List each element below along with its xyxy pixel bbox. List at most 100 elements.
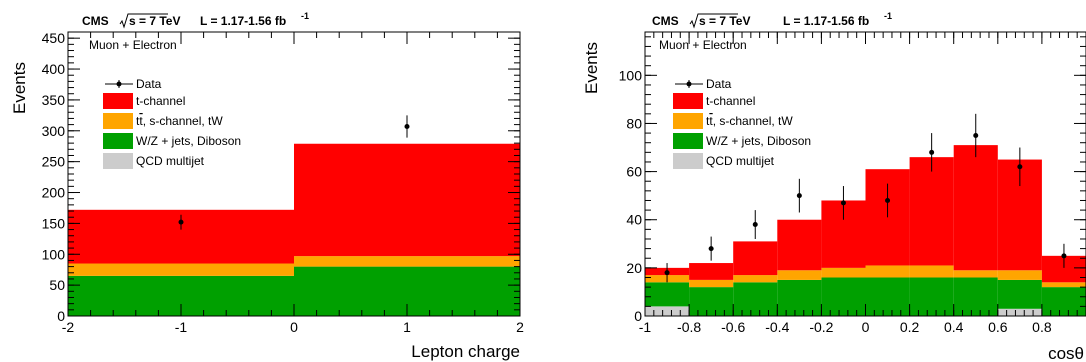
lumi-label: L = 1.17-1.56 fb	[783, 14, 869, 28]
bar-segment	[953, 277, 998, 316]
bar-segment	[909, 277, 954, 316]
bar-segment	[865, 277, 910, 316]
legend-swatch	[673, 153, 703, 169]
sqrt-symbol	[689, 13, 738, 29]
legend-swatch	[673, 93, 703, 109]
bar-segment	[777, 219, 822, 271]
x-tick-label: 2	[516, 319, 524, 335]
y-tick-label: 450	[42, 30, 66, 46]
y-tick-label: 80	[626, 115, 642, 131]
x-tick-label: 1	[403, 319, 411, 335]
legend-label-tchannel: t-channel	[706, 94, 755, 108]
y-tick-label: 100	[619, 67, 643, 83]
y-tick-label: 0	[57, 308, 65, 324]
legend-label-data: Data	[706, 77, 732, 91]
legend-label-data: Data	[136, 77, 162, 91]
bar-segment	[953, 145, 998, 271]
data-point	[404, 123, 410, 129]
bar-segment	[909, 157, 954, 266]
x-tick-label: -0.4	[765, 319, 789, 335]
data-points	[178, 115, 410, 230]
lumi-unit-sup: -1	[301, 11, 309, 21]
cms-label: CMS	[652, 14, 679, 28]
bar-segment	[294, 256, 520, 267]
legend-swatch	[103, 133, 133, 149]
stacked-bars	[68, 143, 520, 316]
x-tick-label: 0	[862, 319, 870, 335]
bar-segment	[733, 275, 778, 283]
plot-frame: 0 50 100 150 200 250 300 350 400 450 -2 -1 0 1 2	[42, 30, 524, 335]
x-tick-label: 0	[290, 319, 298, 335]
cms-header-left: CMS s = 7 TeV L = 1.17-1.56 fb -1	[82, 11, 309, 29]
data-points	[664, 113, 1067, 283]
energy-label: s = 7 TeV	[129, 14, 180, 28]
y-tick-label: 250	[42, 154, 66, 170]
data-point	[752, 222, 758, 228]
y-tick-label: 40	[626, 212, 642, 228]
legend-label-wz: W/Z + jets, Diboson	[706, 134, 811, 148]
data-point	[708, 246, 714, 252]
y-tick-label: 300	[42, 123, 66, 139]
x-tick-label: -0.2	[809, 319, 833, 335]
legend-ttbar-bar: t	[709, 114, 713, 128]
bar-segment	[865, 265, 910, 278]
x-tick-label: -0.6	[721, 319, 745, 335]
legend: Data t-channel tt, s-channel, tW W/Z + jets…	[673, 77, 811, 169]
bar-segment	[997, 270, 1042, 280]
sample-label: Muon + Electron	[659, 38, 747, 52]
bar-segment	[953, 270, 998, 278]
legend-swatch	[673, 133, 703, 149]
bar-segment	[645, 282, 690, 307]
legend-label-tchannel: t-channel	[136, 94, 185, 108]
y-tick-label: 100	[42, 246, 66, 262]
lepton-charge-chart: CMS s = 7 TeV L = 1.17-1.56 fb -1 Muon +…	[10, 11, 524, 361]
lumi-unit-sup: -1	[884, 11, 892, 21]
legend-label-ttbar: tt, s-channel, tW	[136, 114, 223, 128]
x-tick-label: 0.8	[1032, 319, 1052, 335]
y-tick-label: 60	[626, 164, 642, 180]
data-point	[796, 193, 802, 199]
data-point	[178, 219, 184, 225]
bar-segment	[733, 282, 778, 316]
x-tick-label: 0.6	[988, 319, 1008, 335]
legend-data-marker	[686, 81, 692, 87]
legend-swatch	[103, 93, 133, 109]
y-tick-label: 400	[42, 61, 66, 77]
bar-segment	[68, 263, 294, 276]
cms-label: CMS	[82, 14, 109, 28]
legend-ttbar-bar: t	[139, 114, 143, 128]
y-tick-label: 200	[42, 185, 66, 201]
bar-segment	[997, 279, 1042, 309]
x-tick-label: -1	[175, 319, 188, 335]
bar-segment	[777, 279, 822, 316]
legend-swatch	[103, 153, 133, 169]
bar-segment	[689, 287, 734, 316]
bar-segment	[821, 267, 866, 278]
stacked-bars	[645, 145, 1086, 316]
data-point	[929, 149, 935, 155]
y-tick-label: 20	[626, 260, 642, 276]
bar-segment	[294, 143, 520, 257]
data-point	[840, 200, 846, 206]
legend: Data t-channel tt, s-channel, tW W/Z + jets…	[103, 77, 241, 169]
data-point	[1061, 253, 1067, 259]
plot-frame: 0 20 40 60 80 100 -1 -0.8 -0.6 -0.4 -0.2 0 0.2 0.4 0.6…	[619, 31, 1086, 335]
bar-segment	[689, 263, 734, 280]
legend-label-wz: W/Z + jets, Diboson	[136, 134, 241, 148]
cos-theta-chart: CMS s = 7 TeV L = 1.17-1.56 fb -1 Muon +…	[582, 11, 1086, 362]
legend-label-ttbar: tt, s-channel, tW	[706, 114, 793, 128]
x-axis-title: cosθ	[1048, 344, 1084, 362]
x-tick-label: -0.8	[677, 319, 701, 335]
lumi-label: L = 1.17-1.56 fb	[200, 14, 286, 28]
sample-label: Muon + Electron	[89, 38, 177, 52]
legend-label-qcd: QCD multijet	[706, 154, 775, 168]
bar-segment	[733, 241, 778, 276]
bar-segment	[645, 306, 690, 316]
y-tick-label: 350	[42, 92, 66, 108]
cms-header-right: CMS s = 7 TeV L = 1.17-1.56 fb -1	[652, 11, 892, 29]
legend-swatch	[673, 113, 703, 129]
x-axis-title: Lepton charge	[411, 342, 520, 361]
y-axis-title: Events	[10, 62, 29, 114]
y-tick-label: 150	[42, 215, 66, 231]
